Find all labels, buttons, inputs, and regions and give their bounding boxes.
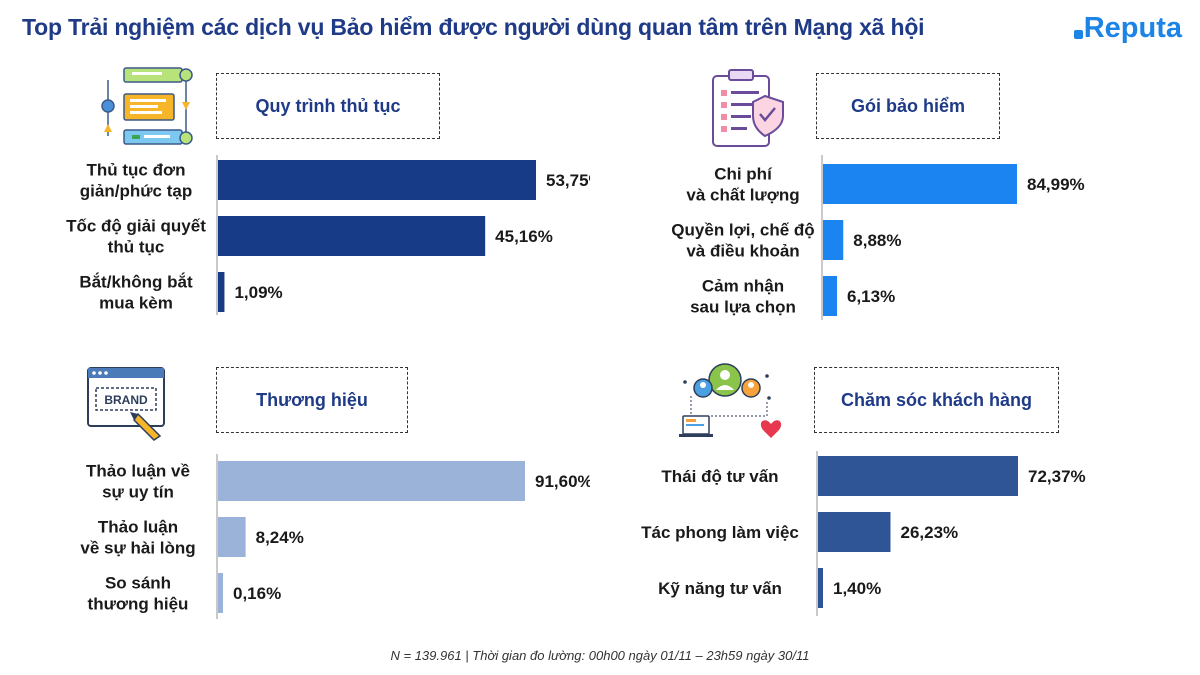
category-label: Kỹ năng tư vấn — [658, 579, 782, 598]
data-label: 26,23% — [900, 523, 958, 542]
category-label-line: thương hiệu — [88, 595, 189, 614]
category-label: Quyền lợi, chế độ và điều khoản — [671, 221, 814, 261]
category-label: Thảo luận về sự uy tín — [86, 462, 190, 502]
category-box: Quy trình thủ tục — [216, 73, 440, 139]
insurance-clipboard-icon — [705, 68, 805, 148]
category-box: Gói bảo hiểm — [816, 73, 1000, 139]
category-label: Bắt/không bắt mua kèm — [79, 273, 193, 313]
panel-procedure: Quy trình thủ tục 53,75% Thủ tục đơn giản/… — [0, 62, 590, 337]
data-label: 53,75% — [546, 171, 590, 190]
bar — [823, 220, 844, 260]
bar — [218, 272, 225, 312]
customer-network-icon — [677, 360, 782, 440]
category-label-line: Tốc độ giải quyết — [66, 217, 206, 236]
bar — [218, 216, 486, 256]
data-label: 6,13% — [847, 287, 895, 306]
data-label: 8,24% — [256, 528, 304, 547]
bar — [218, 160, 536, 200]
brand-logo: Reputa — [1073, 12, 1182, 45]
category-label-line: thủ tục — [108, 238, 165, 257]
bar-chart-procedure: 53,75% Thủ tục đơn giản/phức tạp 45,16% Tốc … — [66, 160, 590, 313]
bar — [818, 456, 1018, 496]
category-label: Thủ tục đơn giản/phức tạp — [80, 161, 192, 201]
data-label: 91,60% — [535, 472, 590, 491]
page-title: Top Trải nghiệm các dịch vụ Bảo hiểm đượ… — [22, 14, 925, 40]
category-label-line: mua kèm — [99, 294, 173, 313]
category-label: Thảo luận về sự hài lòng — [80, 518, 195, 558]
category-label-line: về sự hài lòng — [80, 539, 195, 558]
category-label: So sánh thương hiệu — [88, 574, 189, 614]
data-label: 8,88% — [853, 231, 901, 250]
category-label-line: Bắt/không bắt — [79, 273, 193, 292]
category-label: Thái độ tư vấn — [661, 467, 778, 486]
bar — [218, 573, 223, 613]
bar — [818, 512, 891, 552]
category-box: Chăm sóc khách hàng — [814, 367, 1059, 433]
bar-chart-package: 84,99% Chi phí và chất lượng 8,88% Quyền lợi… — [671, 164, 1085, 317]
category-label-line: Quyền lợi, chế độ — [671, 221, 814, 240]
category-label-line: Thái độ tư vấn — [661, 467, 778, 486]
category-label-line: giản/phức tạp — [80, 182, 192, 201]
category-box: Thương hiệu — [216, 367, 408, 433]
data-label: 45,16% — [495, 227, 553, 246]
footer-note: N = 139.961 | Thời gian đo lường: 00h00 … — [390, 648, 810, 663]
bar — [823, 276, 837, 316]
category-label-line: sau lựa chọn — [690, 298, 796, 317]
category-label-line: Chi phí — [714, 165, 773, 184]
category-label-line: Kỹ năng tư vấn — [658, 579, 782, 598]
panel-customer-care: Chăm sóc khách hàng 72,37% Thái độ tư vấn… — [605, 358, 1195, 633]
data-label: 0,16% — [233, 584, 281, 603]
category-label-line: Cảm nhận — [702, 277, 784, 296]
panel-brand: BRAND Thương hiệu 91,60% Thảo luận về sự u… — [0, 358, 590, 633]
brand-icon-text: BRAND — [104, 393, 148, 407]
bar-chart-brand: 91,60% Thảo luận về sự uy tín 8,24% Thảo luậ… — [80, 461, 590, 614]
bar — [218, 517, 246, 557]
bar-chart-customer-care: 72,37% Thái độ tư vấn 26,23% Tác phong làm … — [641, 456, 1086, 608]
category-label-line: Tác phong làm việc — [641, 523, 799, 542]
category-label-line: Thảo luận về — [86, 462, 190, 481]
panel-package: Gói bảo hiểm 84,99% Chi phí và chất lượng 8… — [605, 62, 1195, 337]
brand-logo-text: Reputa — [1083, 12, 1182, 44]
y-axis-line — [216, 155, 218, 315]
brand-board-icon: BRAND — [86, 366, 186, 446]
y-axis-line — [216, 454, 218, 619]
data-label: 72,37% — [1028, 467, 1086, 486]
data-label: 1,09% — [234, 283, 282, 302]
flowchart-icon — [96, 66, 196, 146]
y-axis-line — [816, 451, 818, 616]
category-label-line: Thủ tục đơn — [87, 161, 186, 180]
y-axis-line — [821, 155, 823, 320]
bar — [218, 461, 525, 501]
category-label: Tác phong làm việc — [641, 523, 799, 542]
bar — [818, 568, 823, 608]
brand-logo-mark — [1073, 30, 1083, 39]
category-label-line: sự uy tín — [102, 483, 174, 502]
category-label-line: Thảo luận — [98, 518, 178, 537]
category-label: Chi phí và chất lượng — [686, 165, 799, 205]
data-label: 1,40% — [833, 579, 881, 598]
category-label: Cảm nhận sau lựa chọn — [690, 277, 796, 317]
category-label: Tốc độ giải quyết thủ tục — [66, 217, 206, 257]
category-label-line: và điều khoản — [686, 242, 799, 261]
bar — [823, 164, 1017, 204]
category-label-line: So sánh — [105, 574, 171, 593]
data-label: 84,99% — [1027, 175, 1085, 194]
category-label-line: và chất lượng — [686, 186, 799, 205]
